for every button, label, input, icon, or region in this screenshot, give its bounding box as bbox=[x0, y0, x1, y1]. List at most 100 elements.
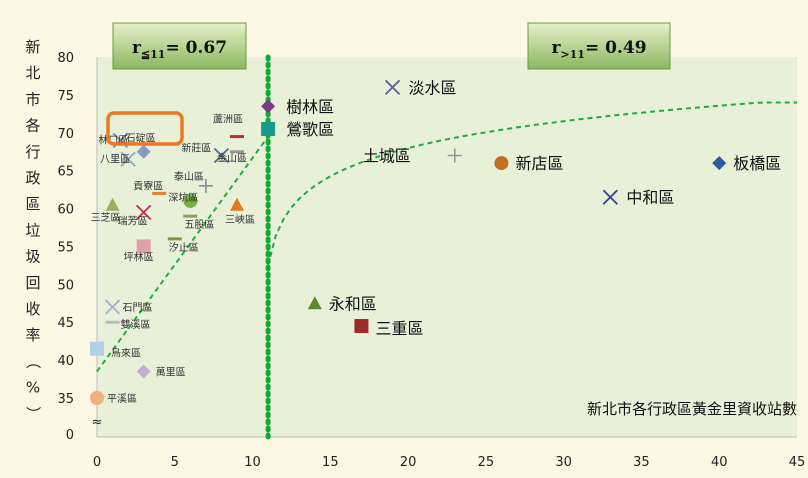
x-tick-label: 45 bbox=[789, 455, 806, 470]
y-tick-label: 0 bbox=[66, 428, 74, 443]
data-point: 雙溪區 bbox=[105, 318, 151, 331]
y-tick-label: 45 bbox=[57, 316, 74, 331]
data-point: 烏來區 bbox=[90, 341, 141, 360]
y-tick-label: 70 bbox=[57, 127, 74, 142]
y-axis-title-char: 圾 bbox=[25, 248, 40, 266]
x-axis-ticks: 0 5 10 15 20 25 30 35 40 45 bbox=[93, 455, 805, 470]
data-point: 板橋區 bbox=[712, 154, 781, 173]
point-label: 深坑區 bbox=[168, 191, 198, 204]
y-tick-label: 40 bbox=[57, 354, 74, 369]
data-point: 八里區 bbox=[100, 151, 136, 167]
y-tick-label: 55 bbox=[57, 240, 74, 255]
x-marker bbox=[384, 79, 401, 95]
dash-marker bbox=[230, 135, 244, 139]
diamond-marker bbox=[712, 156, 727, 171]
data-point: 瑞芳區 bbox=[118, 204, 152, 227]
triangle-marker bbox=[105, 197, 120, 211]
point-label: 三重區 bbox=[375, 319, 423, 338]
diamond-marker bbox=[136, 144, 151, 159]
data-point: 汐止區 bbox=[167, 237, 199, 254]
point-label: 新店區 bbox=[515, 154, 563, 173]
x-tick-label: 15 bbox=[322, 455, 339, 470]
point-label: 板橋區 bbox=[733, 154, 781, 173]
data-point: 新店區 bbox=[494, 154, 563, 173]
x-marker bbox=[602, 189, 618, 205]
y-axis-title-char: 收 bbox=[25, 300, 40, 318]
data-point: 樹林區 bbox=[261, 97, 334, 116]
point-label: 貢寮區 bbox=[133, 179, 163, 192]
highlight-box bbox=[106, 111, 184, 146]
y-axis-title-char: % bbox=[26, 379, 40, 397]
data-point: 石門區 bbox=[104, 299, 153, 315]
data-point: 土城區 bbox=[363, 147, 462, 166]
x-marker bbox=[136, 204, 152, 220]
y-axis-title-char: 北 bbox=[25, 64, 40, 82]
x-tick-label: 40 bbox=[711, 455, 728, 470]
x-axis-annotation: 新北市各行政區黃金里資收站數 bbox=[587, 400, 797, 418]
x-tick-label: 35 bbox=[633, 455, 650, 470]
x-tick-label: 5 bbox=[171, 455, 179, 470]
trend-line-left bbox=[96, 135, 269, 373]
correlation-banner: r>11= 0.49 bbox=[527, 22, 671, 70]
dash-marker bbox=[152, 191, 167, 195]
point-label: 金山區 bbox=[217, 152, 247, 165]
point-label: 萬里區 bbox=[156, 365, 186, 378]
x-tick-label: 30 bbox=[555, 455, 572, 470]
data-point: 泰山區 bbox=[174, 170, 213, 193]
data-point: 淡水區 bbox=[384, 78, 457, 97]
point-label: 八里區 bbox=[100, 153, 130, 165]
x-marker bbox=[120, 151, 136, 167]
y-axis-title-char: 市 bbox=[25, 90, 40, 108]
y-tick-label: 75 bbox=[57, 89, 74, 104]
data-point: 貢寮區 bbox=[133, 179, 167, 195]
point-label: 淡水區 bbox=[409, 78, 457, 97]
point-label: 石門區 bbox=[123, 302, 153, 314]
circle-marker bbox=[494, 156, 509, 171]
banner-label: r≦11= 0.67 bbox=[132, 38, 227, 61]
y-axis-title-char: 垃 bbox=[25, 221, 40, 239]
point-label: 五股區 bbox=[184, 219, 214, 231]
x-marker bbox=[213, 147, 230, 164]
point-label: 泰山區 bbox=[174, 170, 204, 183]
point-label: 雙溪區 bbox=[121, 318, 151, 331]
banner-label: r>11= 0.49 bbox=[551, 38, 646, 61]
y-axis-ticks: 0 35 40 45 50 55 60 65 70 75 80 ≈ bbox=[57, 51, 102, 443]
data-point: 五股區 bbox=[183, 214, 214, 231]
correlation-banners: r≦11= 0.67 r>11= 0.49 bbox=[112, 22, 671, 70]
point-label: 平溪區 bbox=[107, 393, 137, 405]
point-label: 蘆洲區 bbox=[213, 113, 243, 126]
dash-marker bbox=[230, 150, 244, 154]
point-label: 永和區 bbox=[329, 294, 377, 313]
y-axis-title-char: 行 bbox=[25, 143, 40, 161]
data-point: 坪林區 bbox=[124, 239, 154, 263]
x-tick-label: 25 bbox=[478, 455, 495, 470]
data-point: 永和區 bbox=[307, 294, 377, 313]
point-label: 汐止區 bbox=[169, 241, 199, 254]
diamond-marker bbox=[261, 99, 276, 114]
y-axis-title-char: 新 bbox=[25, 38, 40, 56]
square-marker bbox=[90, 341, 104, 356]
x-tick-label: 10 bbox=[244, 455, 261, 470]
data-point: 平溪區 bbox=[90, 391, 137, 405]
data-point: 三峽區 bbox=[225, 197, 255, 226]
y-axis-title-char: 區 bbox=[25, 195, 40, 213]
data-point: 萬里區 bbox=[136, 364, 186, 379]
diamond-marker bbox=[136, 364, 151, 379]
square-marker bbox=[136, 239, 151, 254]
circle-marker bbox=[183, 193, 198, 208]
x-tick-label: 20 bbox=[400, 455, 417, 470]
y-axis-title-char: （ bbox=[24, 354, 42, 369]
plus-marker bbox=[198, 178, 213, 193]
point-label: 土城區 bbox=[363, 147, 411, 166]
y-axis-title-char: ） bbox=[24, 406, 42, 421]
correlation-banner: r≦11= 0.67 bbox=[112, 22, 247, 70]
y-axis-title-char: 各 bbox=[25, 117, 40, 135]
point-label: 中和區 bbox=[626, 188, 674, 207]
data-point: 石碇區 bbox=[126, 132, 156, 159]
y-tick-label: 80 bbox=[57, 51, 74, 66]
point-label: 新莊區 bbox=[181, 142, 211, 155]
